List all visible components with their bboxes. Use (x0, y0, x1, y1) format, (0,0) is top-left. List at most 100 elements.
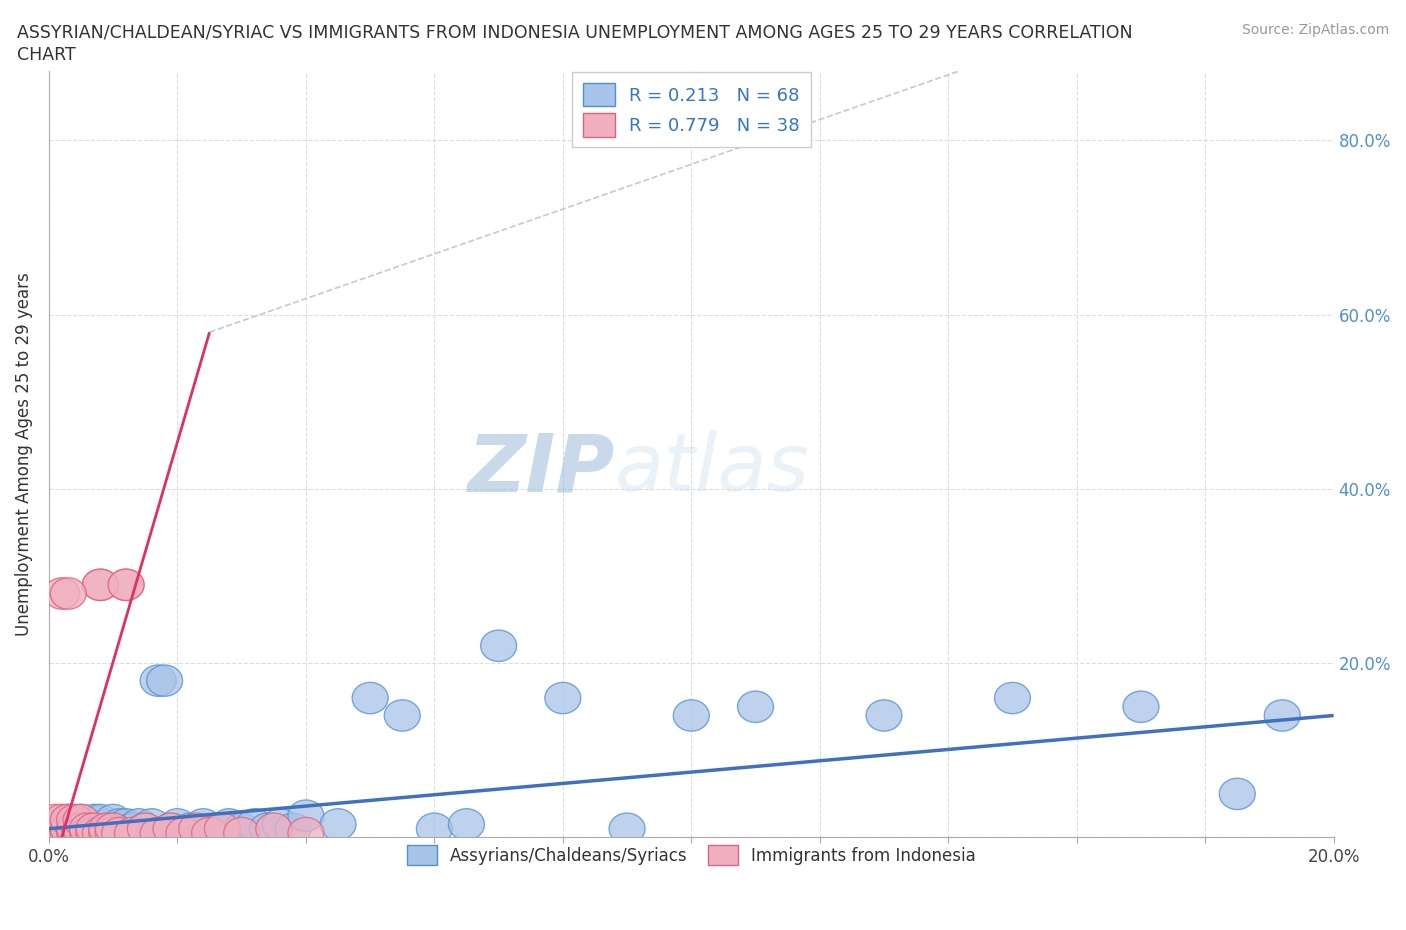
Ellipse shape (108, 809, 143, 840)
Ellipse shape (249, 813, 285, 844)
Ellipse shape (276, 813, 311, 844)
Ellipse shape (108, 569, 143, 601)
Ellipse shape (96, 804, 131, 836)
Ellipse shape (51, 817, 86, 849)
Text: ZIP: ZIP (467, 431, 614, 509)
Ellipse shape (69, 817, 105, 849)
Ellipse shape (63, 817, 98, 849)
Ellipse shape (38, 817, 73, 849)
Ellipse shape (89, 813, 125, 844)
Ellipse shape (89, 813, 125, 844)
Ellipse shape (1219, 778, 1256, 810)
Ellipse shape (321, 809, 356, 840)
Ellipse shape (76, 817, 112, 849)
Ellipse shape (51, 804, 86, 836)
Ellipse shape (83, 813, 118, 844)
Ellipse shape (56, 804, 93, 836)
Ellipse shape (51, 817, 86, 849)
Ellipse shape (114, 813, 150, 844)
Ellipse shape (191, 817, 228, 849)
Ellipse shape (173, 813, 208, 844)
Ellipse shape (56, 809, 93, 840)
Y-axis label: Unemployment Among Ages 25 to 29 years: Unemployment Among Ages 25 to 29 years (15, 272, 32, 636)
Ellipse shape (38, 813, 73, 844)
Ellipse shape (198, 813, 233, 844)
Ellipse shape (352, 683, 388, 713)
Ellipse shape (63, 813, 98, 844)
Ellipse shape (44, 809, 80, 840)
Ellipse shape (384, 699, 420, 731)
Ellipse shape (76, 817, 112, 849)
Ellipse shape (146, 665, 183, 697)
Ellipse shape (56, 817, 93, 849)
Ellipse shape (546, 683, 581, 713)
Ellipse shape (256, 813, 292, 844)
Text: Source: ZipAtlas.com: Source: ZipAtlas.com (1241, 23, 1389, 37)
Ellipse shape (63, 817, 98, 849)
Ellipse shape (153, 813, 188, 844)
Ellipse shape (63, 804, 98, 836)
Ellipse shape (51, 804, 86, 836)
Ellipse shape (211, 809, 247, 840)
Ellipse shape (83, 804, 118, 836)
Ellipse shape (96, 817, 131, 849)
Ellipse shape (44, 813, 80, 844)
Text: ASSYRIAN/CHALDEAN/SYRIAC VS IMMIGRANTS FROM INDONESIA UNEMPLOYMENT AMONG AGES 25: ASSYRIAN/CHALDEAN/SYRIAC VS IMMIGRANTS F… (17, 23, 1132, 41)
Ellipse shape (83, 817, 118, 849)
Ellipse shape (51, 578, 86, 609)
Ellipse shape (101, 809, 138, 840)
Ellipse shape (416, 813, 453, 844)
Ellipse shape (224, 813, 260, 844)
Ellipse shape (108, 569, 143, 601)
Ellipse shape (44, 817, 80, 849)
Ellipse shape (51, 813, 86, 844)
Ellipse shape (56, 817, 93, 849)
Ellipse shape (96, 813, 131, 844)
Ellipse shape (96, 813, 131, 844)
Legend: Assyrians/Chaldeans/Syriacs, Immigrants from Indonesia: Assyrians/Chaldeans/Syriacs, Immigrants … (401, 839, 983, 871)
Ellipse shape (288, 800, 323, 831)
Text: atlas: atlas (614, 431, 808, 509)
Ellipse shape (76, 813, 112, 844)
Ellipse shape (89, 817, 125, 849)
Ellipse shape (134, 809, 170, 840)
Ellipse shape (69, 809, 105, 840)
Ellipse shape (481, 631, 516, 661)
Ellipse shape (101, 817, 138, 849)
Ellipse shape (89, 817, 125, 849)
Ellipse shape (38, 817, 73, 849)
Ellipse shape (38, 804, 73, 836)
Ellipse shape (114, 817, 150, 849)
Ellipse shape (51, 813, 86, 844)
Ellipse shape (69, 813, 105, 844)
Ellipse shape (108, 817, 143, 849)
Ellipse shape (44, 804, 80, 836)
Ellipse shape (101, 817, 138, 849)
Ellipse shape (166, 817, 202, 849)
Ellipse shape (179, 813, 215, 844)
Ellipse shape (44, 813, 80, 844)
Ellipse shape (236, 809, 273, 840)
Ellipse shape (63, 804, 98, 836)
Ellipse shape (738, 691, 773, 723)
Ellipse shape (994, 683, 1031, 713)
Ellipse shape (128, 813, 163, 844)
Ellipse shape (866, 699, 903, 731)
Ellipse shape (263, 809, 298, 840)
Ellipse shape (69, 813, 105, 844)
Ellipse shape (141, 665, 176, 697)
Ellipse shape (96, 817, 131, 849)
Text: CHART: CHART (17, 46, 76, 64)
Ellipse shape (83, 817, 118, 849)
Ellipse shape (186, 809, 221, 840)
Ellipse shape (76, 813, 112, 844)
Ellipse shape (83, 569, 118, 601)
Ellipse shape (224, 817, 260, 849)
Ellipse shape (56, 813, 93, 844)
Ellipse shape (128, 813, 163, 844)
Ellipse shape (609, 813, 645, 844)
Ellipse shape (63, 817, 98, 849)
Ellipse shape (121, 809, 157, 840)
Ellipse shape (51, 817, 86, 849)
Ellipse shape (38, 813, 73, 844)
